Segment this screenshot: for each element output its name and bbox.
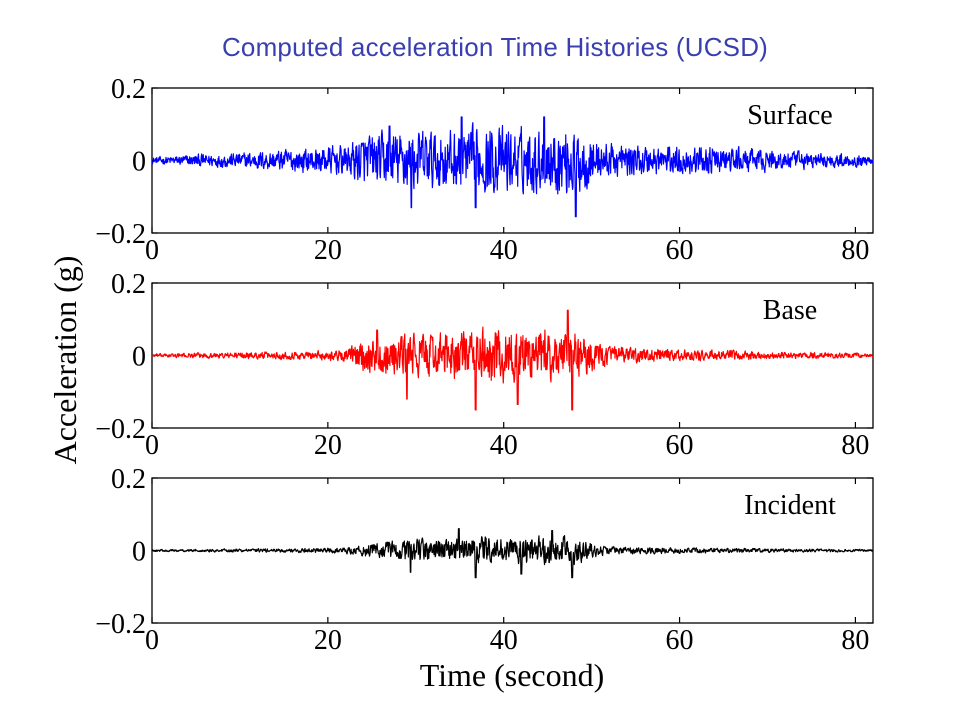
y-axis-label: Acceleration (g) [47,256,83,465]
x-tick-label: 0 [145,235,159,266]
x-tick-label: 20 [314,235,342,266]
x-tick-label: 60 [666,625,694,656]
x-tick-label: 40 [490,430,518,461]
x-tick-label: 60 [666,235,694,266]
y-tick-label: −0.2 [95,609,146,640]
y-tick-label: 0.2 [111,464,146,495]
x-axis-label: Time (second) [420,657,605,693]
y-tick-label: 0 [132,537,146,568]
y-tick-label: 0 [132,342,146,373]
page-title: Computed acceleration Time Histories (UC… [221,32,769,62]
panel-label: Base [763,295,817,326]
x-tick-label: 80 [841,235,869,266]
x-tick-label: 80 [841,625,869,656]
series-line [151,528,874,579]
x-tick-label: 0 [145,430,159,461]
y-tick-label: −0.2 [95,414,146,445]
panel-label: Incident [744,490,836,521]
series-line [151,309,874,411]
panel-label: Surface [747,100,833,131]
x-tick-label: 60 [666,430,694,461]
x-tick-label: 40 [490,625,518,656]
y-tick-label: 0.2 [111,74,146,105]
y-tick-label: −0.2 [95,219,146,250]
series-line [151,116,874,218]
x-tick-label: 20 [314,430,342,461]
y-tick-label: 0 [132,147,146,178]
x-tick-label: 80 [841,430,869,461]
x-tick-label: 0 [145,625,159,656]
x-tick-label: 40 [490,235,518,266]
x-tick-label: 20 [314,625,342,656]
y-tick-label: 0.2 [111,269,146,300]
